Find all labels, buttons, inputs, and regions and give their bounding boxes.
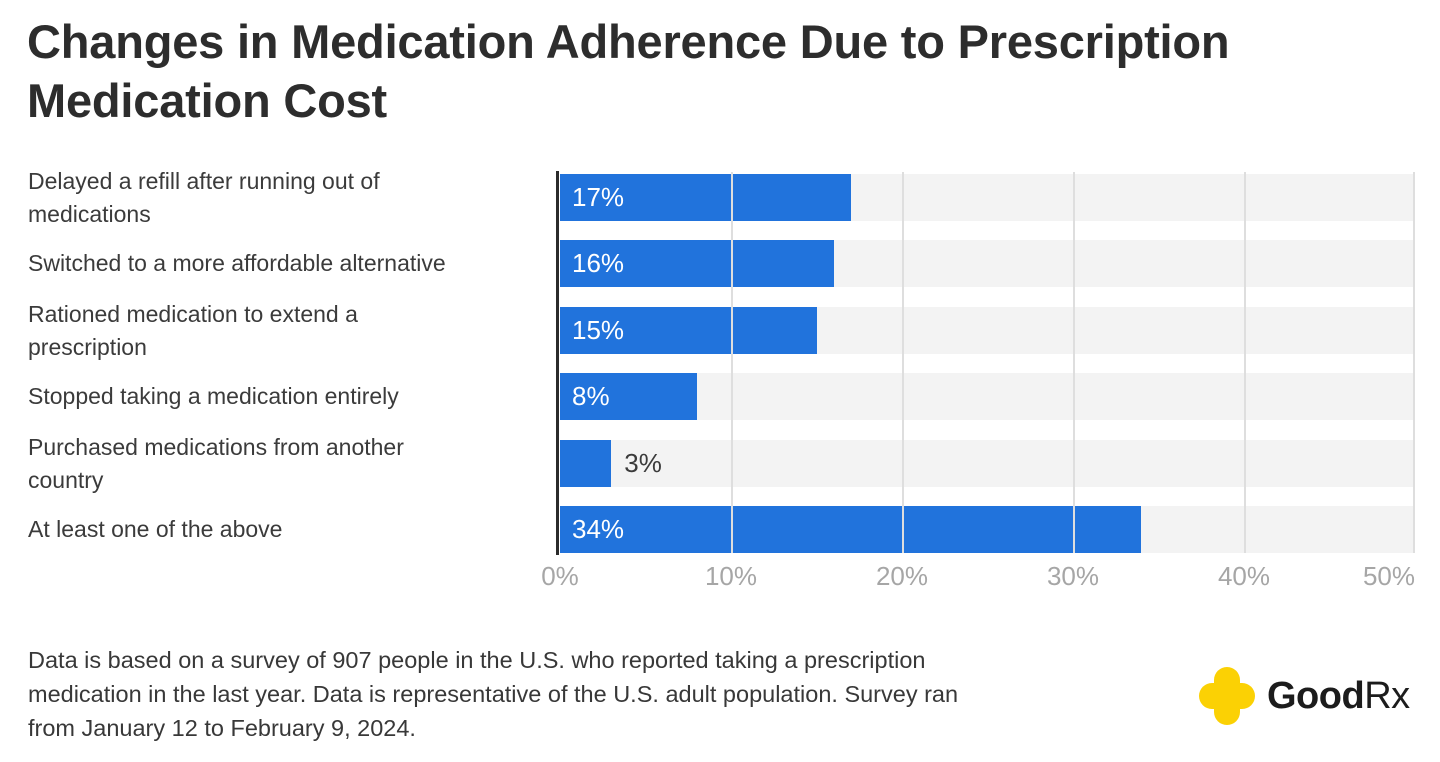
x-axis: 0% 10% 20% 30% 40% 50% <box>541 561 1415 593</box>
category-label: At least one of the above <box>28 516 283 542</box>
bar-track: 15% <box>560 307 1415 354</box>
bar-track: 3% <box>560 440 1415 487</box>
bar-track: 34% <box>560 506 1415 553</box>
goodrx-cross-icon <box>1199 666 1256 726</box>
bar-value-label: 17% <box>572 182 625 212</box>
bar-value-label: 15% <box>572 315 625 345</box>
gridline <box>1244 172 1246 553</box>
bar-value-label: 8% <box>572 381 610 411</box>
bar-track: 8% <box>560 373 1415 420</box>
bar-rationed-medication: 15% <box>560 307 817 354</box>
x-tick-label: 20% <box>875 561 929 591</box>
bar-value-label: 34% <box>572 514 625 544</box>
brand-text-good: Good <box>1267 674 1365 717</box>
bar-purchased-abroad: 3% <box>560 440 662 487</box>
y-axis-line <box>556 171 559 555</box>
bar-track: 17% <box>560 174 1415 221</box>
x-tick-label: 10% <box>704 561 758 591</box>
goodrx-wordmark: GoodRx <box>1267 675 1410 718</box>
bar-switched-alternative: 16% <box>560 240 834 287</box>
x-tick-label: 40% <box>1217 561 1271 591</box>
bar-delayed-refill: 17% <box>560 174 851 221</box>
page-title: Changes in Medication Adherence Due to P… <box>27 15 1230 127</box>
category-label: Purchased medications from another count… <box>28 433 404 493</box>
gridline <box>1073 172 1075 553</box>
category-label: Rationed medication to extend a prescrip… <box>28 300 358 360</box>
gridline <box>731 172 733 553</box>
x-tick-label: 30% <box>1046 561 1100 591</box>
category-label: Stopped taking a medication entirely <box>28 383 399 409</box>
source-note: Data is based on a survey of 907 people … <box>28 647 959 741</box>
brand-text-rx: Rx <box>1364 674 1410 717</box>
cross-vertical-arm <box>1214 667 1240 725</box>
gridline <box>1413 172 1415 553</box>
gridlines <box>560 172 1415 553</box>
bar-value-label: 3% <box>624 448 662 478</box>
bar-stopped-medication: 8% <box>560 373 697 420</box>
category-label: Delayed a refill after running out of me… <box>28 167 380 227</box>
goodrx-logo: GoodRx <box>1199 664 1410 728</box>
bar-at-least-one: 34% <box>560 506 1142 553</box>
x-tick-label: 0% <box>541 561 579 591</box>
gridline <box>902 172 904 553</box>
bar-track: 16% <box>560 240 1415 287</box>
bar-value-label: 16% <box>572 248 625 278</box>
x-tick-label: 50% <box>1362 561 1415 591</box>
category-label: Switched to a more affordable alternativ… <box>28 250 446 276</box>
